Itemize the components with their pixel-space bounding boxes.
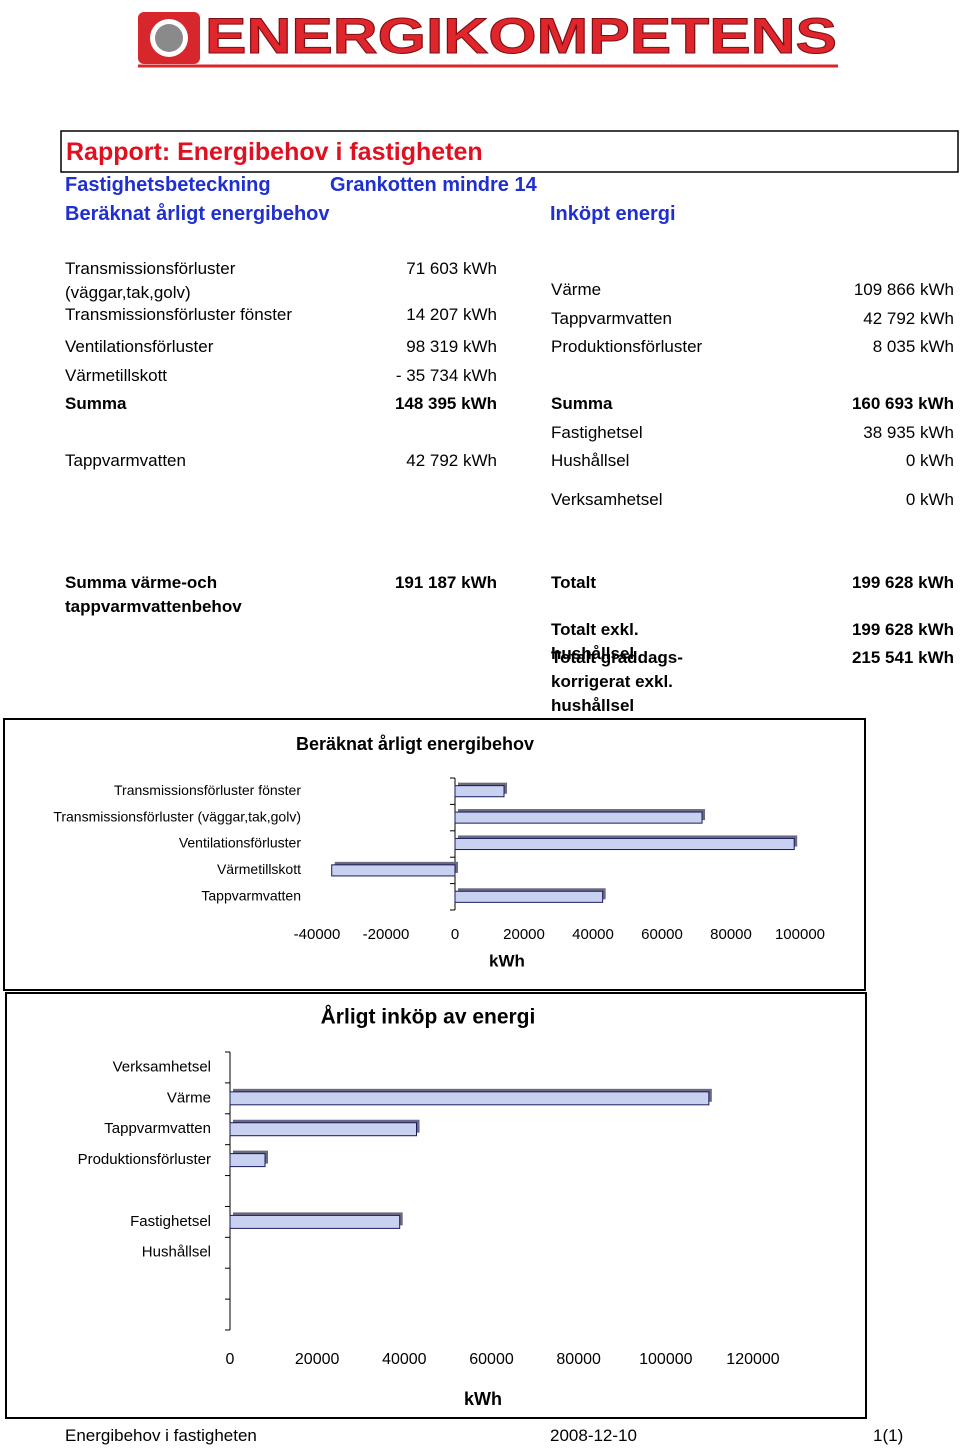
x-tick-label: 0 (451, 926, 459, 943)
row-label: Tappvarmvatten (551, 309, 672, 328)
row-value: 0 kWh (905, 490, 954, 509)
row-value: 38 935 kWh (863, 423, 954, 442)
x-tick-label: 20000 (295, 1351, 340, 1368)
property-label: Fastighetsbeteckning (65, 174, 271, 196)
section-heading: Inköpt energi (550, 203, 676, 225)
chart-title: Årligt inköp av energi (321, 1005, 536, 1029)
bar (229, 1091, 710, 1106)
row-label: Totalt exkl. hushållsel (551, 620, 639, 663)
bar (331, 864, 456, 877)
bar (229, 1214, 401, 1229)
chart-title: Beräknat årligt energibehov (296, 734, 534, 754)
row-label: Totalt graddags-korrigerat exkl. hushåll… (551, 648, 683, 715)
row-value: 160 693 kWh (851, 394, 954, 413)
row-label: Verksamhetsel (551, 490, 663, 509)
x-axis-label: kWh (464, 1389, 502, 1409)
row-value: 199 628 kWh (851, 620, 954, 639)
row-value: 42 792 kWh (863, 309, 954, 328)
row-label: Summa (65, 394, 127, 413)
x-tick-label: 20000 (503, 926, 545, 943)
row-label: Transmissionsförluster fönster (65, 305, 293, 324)
x-tick-label: 0 (226, 1351, 235, 1368)
x-tick-label: -20000 (363, 926, 410, 943)
x-tick-label: 80000 (556, 1351, 601, 1368)
title-box (60, 130, 959, 173)
y-tick-label: Hushållsel (142, 1244, 211, 1261)
chart-box (5, 992, 867, 1419)
row-label: Transmissionsförluster (väggar,tak,golv) (65, 259, 236, 302)
row-label: Värme (551, 280, 602, 299)
row-label: Summa värme-och tappvarmvattenbehov (65, 573, 242, 616)
footer-text: Energibehov i fastigheten (65, 1426, 257, 1445)
row-label: Summa (551, 394, 613, 413)
row-label: Ventilationsförluster (65, 337, 214, 356)
chart-box (3, 718, 866, 991)
logo-text: ENERGIKOMPETENS (205, 8, 837, 64)
report-title: Rapport: Energibehov i fastigheten (66, 138, 483, 166)
property-value: Grankotten mindre 14 (330, 174, 537, 196)
y-tick-label: Transmissionsförluster fönster (114, 782, 301, 798)
row-value: 8 035 kWh (872, 337, 954, 356)
x-tick-label: 80000 (710, 926, 752, 943)
bar (229, 1153, 266, 1168)
row-label: Produktionsförluster (551, 337, 703, 356)
row-value: 98 319 kWh (406, 337, 497, 356)
row-label: Tappvarmvatten (65, 451, 186, 470)
row-value: 71 603 kWh (406, 259, 497, 278)
y-tick-label: Tappvarmvatten (104, 1120, 211, 1137)
footer-date: 2008-12-10 (550, 1426, 637, 1445)
row-label: Fastighetsel (551, 423, 643, 442)
x-axis-label: kWh (489, 951, 525, 970)
row-value: 14 207 kWh (406, 305, 497, 324)
bar (454, 837, 795, 851)
x-tick-label: 100000 (775, 926, 825, 943)
row-label: Värmetillskott (65, 366, 168, 385)
bar (454, 811, 703, 824)
bar (454, 890, 604, 903)
x-tick-label: 120000 (726, 1351, 779, 1368)
row-value: 215 541 kWh (851, 648, 954, 667)
row-label: Hushållsel (551, 451, 630, 470)
x-tick-label: -40000 (294, 926, 341, 943)
y-tick-label: Transmissionsförluster (väggar,tak,golv) (53, 808, 301, 824)
y-tick-label: Produktionsförluster (78, 1151, 211, 1168)
y-tick-label: Fastighetsel (130, 1213, 211, 1230)
y-tick-label: Värmetillskott (217, 861, 301, 877)
y-tick-label: Tappvarmvatten (201, 888, 301, 904)
row-value: 42 792 kWh (406, 451, 497, 470)
section-heading: Beräknat årligt energibehov (65, 203, 330, 225)
row-value: 148 395 kWh (394, 394, 497, 413)
x-tick-label: 40000 (572, 926, 614, 943)
row-value: 191 187 kWh (394, 573, 497, 592)
footer-page: 1(1) (873, 1426, 904, 1445)
row-value: 109 866 kWh (853, 280, 954, 299)
x-tick-label: 60000 (641, 926, 683, 943)
bar (454, 785, 505, 798)
x-tick-label: 40000 (382, 1351, 427, 1368)
y-tick-label: Ventilationsförluster (179, 835, 302, 851)
y-tick-label: Verksamhetsel (113, 1058, 211, 1075)
logo-sphere (155, 24, 183, 52)
x-tick-label: 60000 (469, 1351, 514, 1368)
y-tick-label: Värme (167, 1089, 211, 1106)
row-value: - 35 734 kWh (395, 366, 497, 385)
row-value: 0 kWh (905, 451, 954, 470)
bar (229, 1122, 418, 1137)
row-label: Totalt (551, 573, 597, 592)
x-tick-label: 100000 (639, 1351, 692, 1368)
row-value: 199 628 kWh (851, 573, 954, 592)
